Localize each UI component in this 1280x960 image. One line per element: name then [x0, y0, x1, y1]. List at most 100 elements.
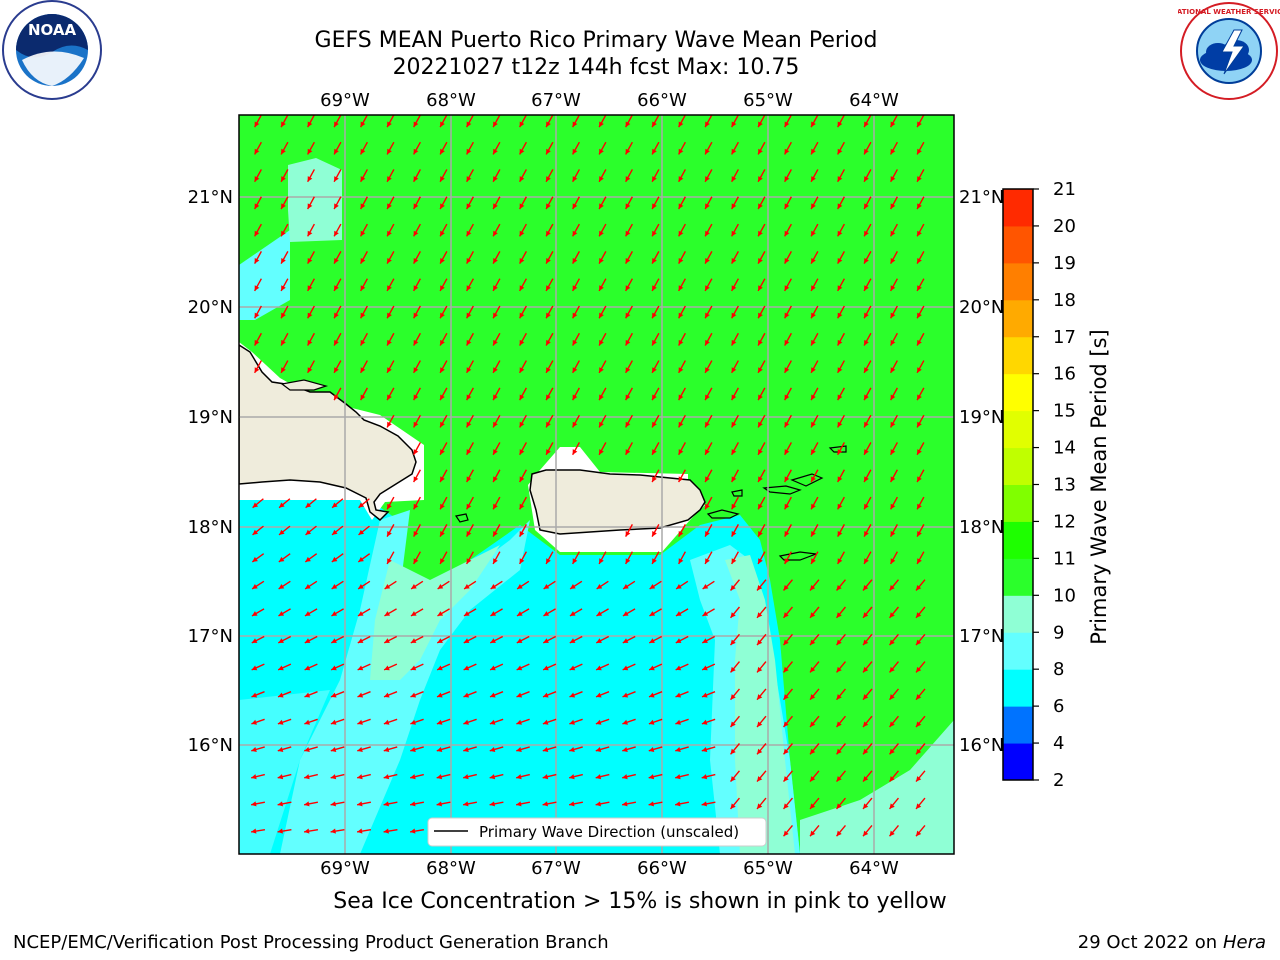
wave-arrow	[280, 332, 289, 346]
wave-arrow	[519, 305, 527, 319]
wave-arrow	[837, 141, 845, 155]
wave-arrow	[331, 553, 344, 563]
wave-arrow	[595, 691, 610, 698]
wave-arrow	[360, 251, 368, 264]
wave-arrow	[569, 608, 583, 617]
wave-arrow	[810, 305, 819, 319]
wave-arrow	[278, 553, 291, 563]
wave-arrow	[678, 551, 686, 565]
wave-arrow	[810, 442, 819, 456]
wave-arrow	[835, 770, 847, 783]
wave-arrow	[330, 691, 345, 698]
latitude-label: 20°N	[959, 297, 1004, 318]
wave-arrow	[572, 360, 580, 374]
wave-arrow	[307, 196, 315, 210]
wave-arrow	[545, 169, 554, 183]
wave-arrow	[545, 278, 554, 292]
wave-arrow	[731, 524, 739, 537]
wave-arrow	[651, 360, 660, 374]
wave-arrow	[837, 251, 845, 264]
wave-arrow	[439, 496, 448, 510]
wave-arrow	[277, 801, 292, 807]
wave-arrow	[649, 580, 662, 590]
wave-arrow	[254, 169, 262, 183]
wave-arrow	[516, 691, 530, 698]
wave-arrow	[413, 141, 421, 155]
wave-arrow	[595, 746, 610, 752]
wave-arrow	[757, 360, 766, 374]
wave-arrow	[410, 580, 424, 590]
wave-arrow	[331, 580, 344, 590]
longitude-labels-top: 69°W 68°W 67°W 66°W 65°W 64°W	[320, 90, 899, 111]
wave-arrow	[701, 718, 716, 725]
wave-arrow	[357, 635, 371, 644]
wave-arrow	[651, 169, 660, 183]
wave-arrow	[466, 196, 474, 210]
longitude-label: 65°W	[743, 90, 793, 111]
wave-arrow	[466, 387, 474, 401]
wave-arrow	[621, 801, 637, 807]
wave-arrow	[492, 469, 501, 483]
wave-arrow	[254, 332, 262, 346]
wave-arrow	[675, 773, 689, 780]
wave-arrow	[463, 718, 477, 725]
wave-arrow	[303, 801, 319, 807]
wave-arrow	[809, 797, 820, 810]
wave-arrow	[625, 169, 633, 183]
wave-arrow	[413, 442, 421, 456]
colorbar-band	[1003, 632, 1033, 670]
wave-arrow	[622, 663, 636, 671]
wave-arrow	[439, 278, 448, 292]
footer-host: Hera	[1222, 932, 1266, 953]
latitude-label: 19°N	[188, 407, 233, 428]
wave-arrow	[413, 524, 421, 537]
wave-arrow	[648, 718, 663, 725]
noaa-logo-icon: NOAA	[2, 0, 102, 100]
wave-arrow	[598, 251, 607, 264]
wave-arrow	[410, 718, 424, 725]
wave-arrow	[651, 469, 660, 483]
wave-arrow	[782, 797, 794, 810]
wave-arrow	[251, 608, 265, 617]
wave-arrow	[466, 223, 474, 237]
wave-arrow	[307, 305, 315, 319]
wave-arrow	[835, 715, 847, 728]
wave-arrow	[701, 746, 716, 752]
map-grid	[239, 115, 954, 854]
wave-arrow	[756, 688, 767, 701]
wave-arrow	[436, 746, 451, 752]
wave-arrow	[410, 746, 424, 752]
wave-arrow	[439, 469, 448, 483]
wave-arrow	[704, 414, 713, 428]
wave-arrow	[729, 743, 741, 755]
wave-arrow	[757, 278, 766, 292]
wave-arrow	[356, 828, 372, 834]
wave-arrow	[436, 773, 451, 780]
wave-arrow	[569, 635, 583, 644]
wave-arrow	[757, 387, 766, 401]
wave-arrow	[572, 141, 580, 155]
wave-arrow	[862, 797, 873, 810]
longitude-label: 64°W	[849, 90, 899, 111]
wave-arrow	[519, 278, 527, 292]
wave-arrow	[756, 770, 767, 783]
wave-arrow	[330, 801, 345, 807]
wave-arrow	[757, 141, 766, 155]
wave-arrow	[916, 169, 925, 183]
wave-arrow	[492, 223, 501, 237]
wave-arrow	[278, 525, 291, 536]
wave-arrow	[304, 746, 318, 752]
wave-arrow	[357, 718, 371, 725]
wave-arrow	[595, 801, 610, 807]
wave-arrow	[890, 196, 898, 210]
colorbar-band	[1003, 410, 1033, 449]
wave-arrow	[254, 278, 262, 292]
wave-arrow	[704, 469, 713, 483]
wave-arrow	[784, 387, 792, 401]
wave-arrow	[543, 608, 556, 617]
wave-arrow	[863, 141, 872, 155]
wave-arrow	[410, 608, 424, 617]
wave-arrow	[701, 801, 716, 807]
wave-arrow	[678, 223, 686, 237]
wave-arrow	[307, 223, 315, 237]
